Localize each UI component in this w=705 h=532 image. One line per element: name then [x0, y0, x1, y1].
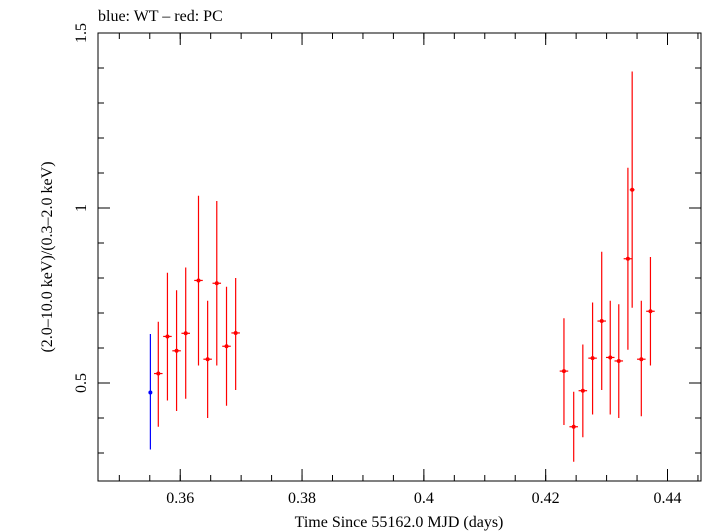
- data-point: [148, 334, 153, 450]
- data-marker: [183, 331, 188, 336]
- y-tick-labels: 0.5 1 1.5: [73, 23, 90, 393]
- y-axis-label: (2.0–10.0 keV)/(0.3–2.0 keV): [39, 161, 56, 352]
- data-point: [646, 257, 655, 366]
- data-point: [559, 318, 569, 425]
- data-point: [212, 201, 222, 366]
- data-point: [578, 344, 588, 438]
- data-point: [181, 267, 190, 399]
- data-marker: [625, 256, 630, 261]
- data-point: [597, 251, 606, 390]
- data-point: [203, 300, 212, 418]
- data-marker: [639, 357, 644, 362]
- data-point: [231, 278, 240, 390]
- data-marker: [599, 319, 604, 324]
- data-marker: [174, 348, 179, 353]
- data-point: [569, 391, 578, 462]
- data-point: [605, 300, 615, 415]
- data-marker: [580, 388, 585, 393]
- data-point: [172, 290, 181, 411]
- x-tick-label: 0.36: [166, 490, 194, 507]
- y-tick-label: 1: [73, 204, 90, 212]
- data-marker: [233, 330, 238, 335]
- data-marker: [165, 334, 170, 339]
- data-point: [637, 300, 646, 417]
- data-marker: [224, 344, 229, 349]
- data-point: [222, 286, 231, 406]
- series-wt: [148, 334, 153, 450]
- data-point: [163, 272, 172, 401]
- data-marker: [148, 390, 153, 395]
- data-point: [623, 167, 633, 350]
- data-marker: [590, 356, 595, 361]
- data-marker: [571, 424, 576, 429]
- chart-title: blue: WT – red: PC: [98, 8, 223, 25]
- data-point: [629, 71, 635, 308]
- x-axis-label: Time Since 55162.0 MJD (days): [295, 514, 504, 531]
- data-point: [154, 321, 163, 427]
- data-point: [614, 304, 624, 418]
- data-marker: [196, 278, 201, 283]
- plot-frame: [97, 32, 702, 482]
- data-marker: [214, 281, 219, 286]
- x-tick-label: 0.38: [288, 490, 316, 507]
- y-tick-label: 1.5: [73, 23, 90, 43]
- axis-ticks: [98, 32, 701, 481]
- series-pc: [154, 71, 655, 462]
- data-point: [588, 302, 597, 415]
- y-tick-label: 0.5: [73, 373, 90, 393]
- x-tick-label: 0.42: [532, 490, 560, 507]
- data-marker: [630, 187, 635, 192]
- x-tick-label: 0.4: [414, 490, 434, 507]
- x-tick-label: 0.44: [654, 490, 682, 507]
- data-marker: [205, 357, 210, 362]
- data-point: [194, 195, 203, 366]
- data-marker: [608, 355, 613, 360]
- data-series: [148, 71, 655, 462]
- data-marker: [616, 358, 621, 363]
- data-marker: [561, 369, 566, 374]
- x-tick-labels: 0.36 0.38 0.4 0.42 0.44: [166, 490, 681, 507]
- data-marker: [156, 371, 161, 376]
- data-marker: [648, 309, 653, 314]
